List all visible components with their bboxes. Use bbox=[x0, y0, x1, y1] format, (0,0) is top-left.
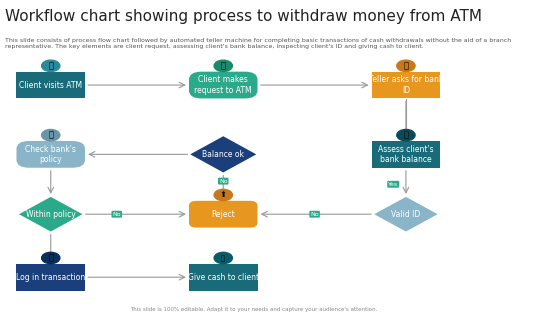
Text: 👤: 👤 bbox=[48, 254, 53, 262]
FancyBboxPatch shape bbox=[189, 72, 258, 98]
Polygon shape bbox=[19, 197, 82, 232]
Text: Check bank's
policy: Check bank's policy bbox=[25, 145, 76, 164]
Text: Give cash to client: Give cash to client bbox=[188, 273, 259, 282]
FancyBboxPatch shape bbox=[372, 72, 440, 98]
Circle shape bbox=[41, 60, 60, 72]
Text: Valid ID: Valid ID bbox=[391, 210, 421, 219]
Text: This slide consists of process flow chart followed by automated teller machine f: This slide consists of process flow char… bbox=[5, 38, 511, 49]
Text: Assess client's
bank balance: Assess client's bank balance bbox=[378, 145, 434, 164]
Text: No: No bbox=[219, 179, 227, 184]
FancyBboxPatch shape bbox=[189, 264, 258, 290]
Text: 📋: 📋 bbox=[48, 131, 53, 140]
Circle shape bbox=[397, 60, 415, 72]
Text: ⬆: ⬆ bbox=[220, 191, 227, 199]
Circle shape bbox=[214, 189, 232, 201]
Text: Workflow chart showing process to withdraw money from ATM: Workflow chart showing process to withdr… bbox=[5, 9, 482, 25]
FancyBboxPatch shape bbox=[16, 264, 85, 290]
FancyBboxPatch shape bbox=[16, 141, 85, 168]
Text: 🖥: 🖥 bbox=[48, 61, 53, 70]
Text: Log in transaction: Log in transaction bbox=[16, 273, 85, 282]
Circle shape bbox=[214, 60, 232, 72]
Text: 👤: 👤 bbox=[221, 61, 226, 70]
Text: Client makes
request to ATM: Client makes request to ATM bbox=[194, 75, 252, 95]
Circle shape bbox=[41, 129, 60, 141]
FancyBboxPatch shape bbox=[189, 201, 258, 227]
Text: Within policy: Within policy bbox=[26, 210, 76, 219]
Circle shape bbox=[41, 252, 60, 264]
Text: Balance ok: Balance ok bbox=[202, 150, 244, 159]
Text: No: No bbox=[113, 212, 121, 217]
Text: No: No bbox=[310, 212, 319, 217]
Circle shape bbox=[397, 129, 415, 141]
FancyBboxPatch shape bbox=[16, 72, 85, 98]
FancyBboxPatch shape bbox=[372, 141, 440, 168]
Text: This slide is 100% editable. Adapt it to your needs and capture your audience's : This slide is 100% editable. Adapt it to… bbox=[130, 307, 377, 312]
Text: 💵: 💵 bbox=[221, 255, 225, 261]
Text: Yes: Yes bbox=[388, 182, 398, 187]
Text: 🔒: 🔒 bbox=[403, 61, 408, 70]
Text: Client visits ATM: Client visits ATM bbox=[19, 81, 82, 89]
Text: 🏛: 🏛 bbox=[403, 131, 408, 140]
Text: Teller asks for bank
ID: Teller asks for bank ID bbox=[368, 75, 443, 95]
Polygon shape bbox=[190, 136, 256, 173]
Circle shape bbox=[214, 252, 232, 264]
Text: Reject: Reject bbox=[211, 210, 235, 219]
Polygon shape bbox=[374, 197, 438, 232]
